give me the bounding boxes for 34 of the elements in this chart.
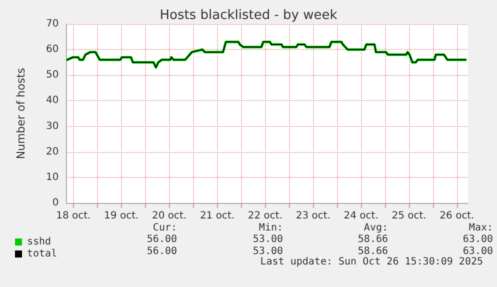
x-tick-label: 21 oct.: [200, 210, 235, 222]
legend-label: sshd: [27, 236, 52, 248]
x-tick-label: 20 oct.: [152, 210, 187, 222]
text: 63.00: [462, 234, 494, 246]
text: 53.00: [252, 234, 284, 246]
y-tick-label: 10: [46, 172, 59, 183]
y-tick-label: 0: [52, 198, 59, 208]
x-tick-label: 22 oct.: [248, 210, 283, 222]
y-tick-label: 30: [46, 120, 59, 132]
text: Last update: Sun Oct 26 15:30:09 2025: [260, 256, 484, 268]
x-tick-label: 19 oct.: [104, 210, 139, 222]
legend-label: total: [27, 248, 58, 260]
chart-title: Hosts blacklisted - by week: [160, 8, 338, 23]
y-tick-label: 50: [46, 70, 59, 81]
text: Min:: [258, 222, 284, 234]
text: 56.00: [146, 234, 178, 246]
x-tick-label: 24 oct.: [344, 210, 378, 222]
y-tick-label: 20: [46, 146, 59, 158]
x-tick-label: 26 oct.: [440, 210, 474, 222]
text: Max:: [468, 222, 494, 234]
text: 58.66: [358, 234, 388, 246]
y-tick-label: 60: [46, 44, 59, 56]
text: 58.66: [358, 246, 388, 257]
text: 56.00: [146, 246, 178, 257]
x-tick-label: 23 oct.: [296, 210, 330, 222]
y-tick-label: 70: [46, 18, 59, 30]
y-tick-label: 40: [46, 95, 59, 106]
text: 53.00: [252, 246, 284, 257]
x-tick-label: 25 oct.: [392, 210, 426, 222]
text: Avg:: [364, 222, 388, 234]
y-axis-title: Number of hosts: [14, 68, 28, 160]
x-tick-label: 18 oct.: [56, 210, 91, 222]
text: Cur:: [152, 222, 178, 234]
text: 63.00: [462, 246, 494, 257]
